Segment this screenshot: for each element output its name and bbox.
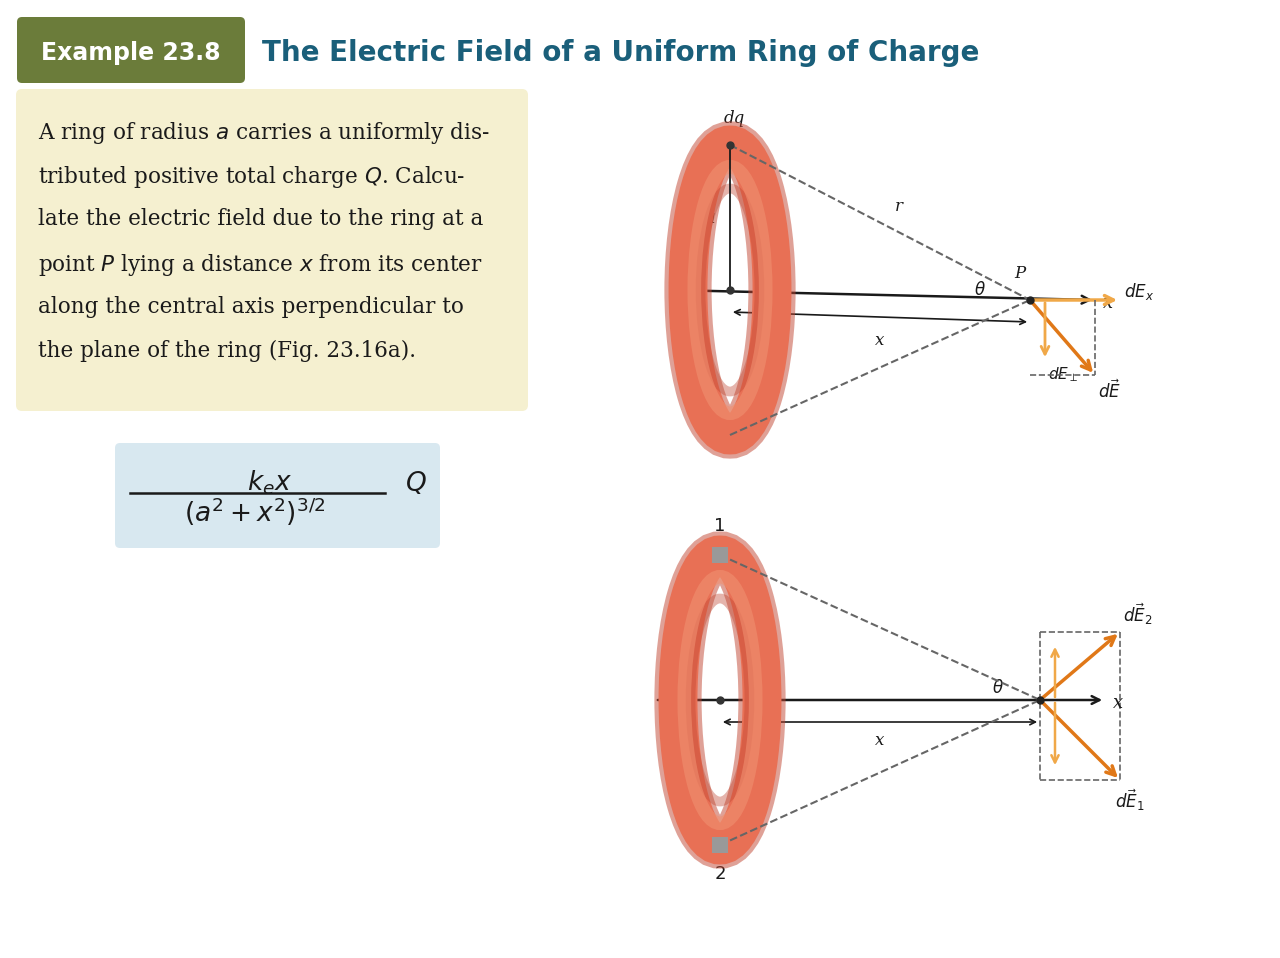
Text: $\theta$: $\theta$ xyxy=(992,679,1004,697)
Polygon shape xyxy=(712,547,728,563)
Text: A ring of radius $a$ carries a uniformly dis-: A ring of radius $a$ carries a uniformly… xyxy=(38,120,490,146)
Text: P: P xyxy=(1014,265,1025,282)
Text: $d\vec{E}_2$: $d\vec{E}_2$ xyxy=(1123,602,1152,627)
Text: dq: dq xyxy=(723,110,745,127)
Text: Example 23.8: Example 23.8 xyxy=(41,41,221,65)
Text: x: x xyxy=(876,732,884,749)
Text: point $P$ lying a distance $x$ from its center: point $P$ lying a distance $x$ from its … xyxy=(38,252,483,278)
FancyBboxPatch shape xyxy=(17,17,244,83)
Text: $dE_\perp$: $dE_\perp$ xyxy=(1048,365,1078,384)
FancyBboxPatch shape xyxy=(115,443,440,548)
Text: the plane of the ring (Fig. 23.16a).: the plane of the ring (Fig. 23.16a). xyxy=(38,340,416,362)
Text: $dE_x$: $dE_x$ xyxy=(1124,282,1155,303)
Text: $k_e x$: $k_e x$ xyxy=(247,468,293,496)
Polygon shape xyxy=(712,837,728,853)
Text: x: x xyxy=(1103,294,1114,312)
FancyBboxPatch shape xyxy=(15,89,529,411)
Text: $Q$: $Q$ xyxy=(404,468,426,495)
Text: 1: 1 xyxy=(714,517,726,535)
Text: along the central axis perpendicular to: along the central axis perpendicular to xyxy=(38,296,463,318)
Text: r: r xyxy=(895,197,902,215)
Text: late the electric field due to the ring at a: late the electric field due to the ring … xyxy=(38,208,484,230)
Text: $(a^2 + x^2)^{3/2}$: $(a^2 + x^2)^{3/2}$ xyxy=(184,496,326,529)
Text: $d\vec{E}_1$: $d\vec{E}_1$ xyxy=(1115,788,1144,813)
Text: a: a xyxy=(704,209,716,226)
Text: x: x xyxy=(1112,694,1123,712)
Text: tributed positive total charge $Q$. Calcu-: tributed positive total charge $Q$. Calc… xyxy=(38,164,465,190)
Text: The Electric Field of a Uniform Ring of Charge: The Electric Field of a Uniform Ring of … xyxy=(262,39,979,67)
Text: x: x xyxy=(876,332,884,349)
Text: $\theta$: $\theta$ xyxy=(974,281,986,299)
Text: 2: 2 xyxy=(714,865,726,883)
Text: $d\vec{E}$: $d\vec{E}$ xyxy=(1098,380,1121,402)
